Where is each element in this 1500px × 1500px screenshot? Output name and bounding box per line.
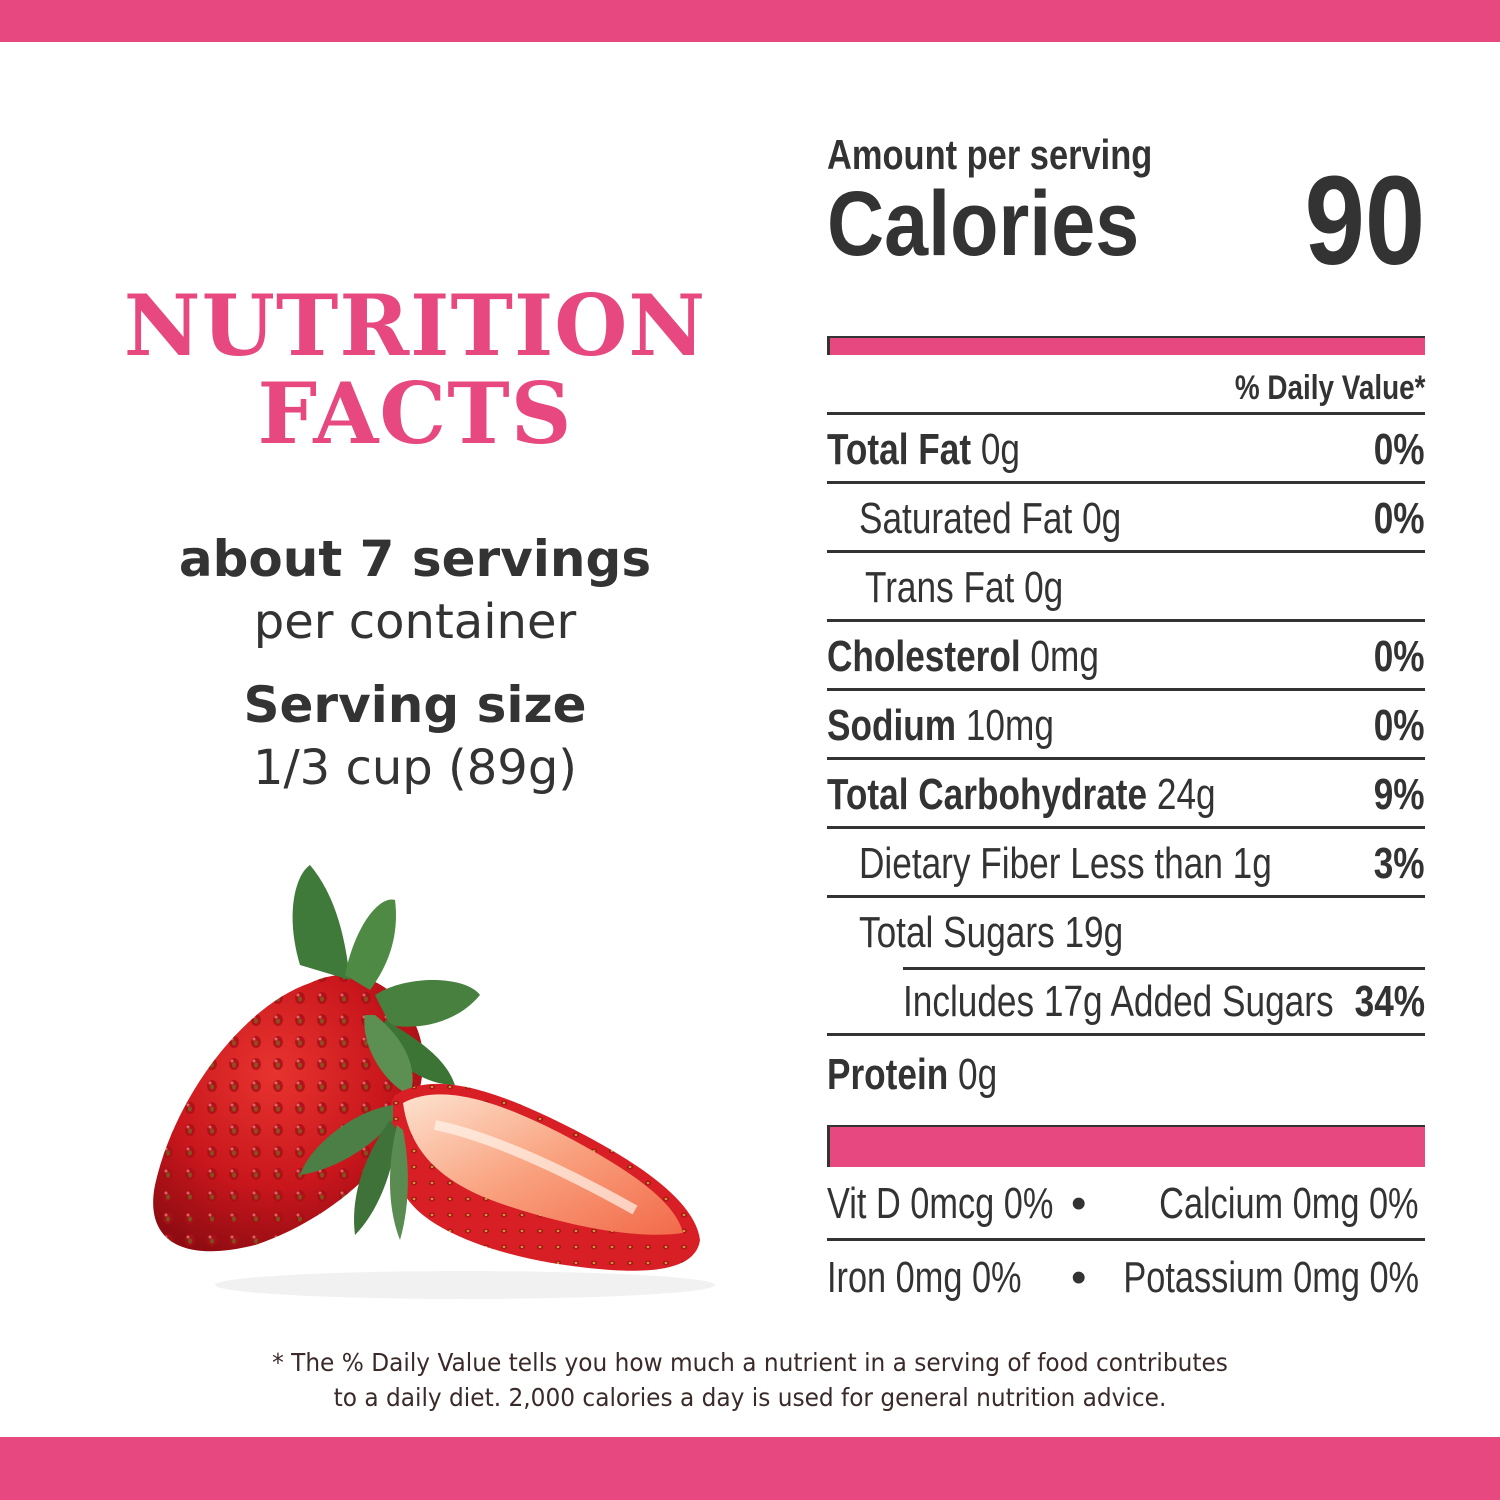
nutrient-row-total-fat: Total Fat 0g 0% — [827, 415, 1425, 484]
nutrient-row-saturated-fat: Saturated Fat 0g 0% — [827, 484, 1425, 553]
nutrient-amount: Less than 1g — [1070, 839, 1272, 888]
nutrient-name: Dietary Fiber — [859, 839, 1061, 888]
nutrient-dv: 0% — [1374, 701, 1425, 750]
added-sugars-divider — [903, 967, 1425, 970]
nutrient-dv: 0% — [1374, 425, 1425, 474]
nutrient-name: Cholesterol — [827, 632, 1021, 681]
nutrient-dv: 3% — [1374, 839, 1425, 888]
nutrient-amount: 10mg — [965, 701, 1054, 750]
nutrient-dv: 0% — [1374, 632, 1425, 681]
strawberries-image — [153, 865, 715, 1299]
daily-value-header-text: % Daily Value* — [1234, 369, 1425, 407]
calories-value: 90 — [1304, 150, 1425, 291]
nutrient-name: Trans Fat — [865, 563, 1015, 612]
title-line-2: FACTS — [257, 364, 573, 463]
nutrition-label: Amount per serving Calories 90 % Daily V… — [827, 130, 1425, 1315]
nutrient-amount: 19g — [1064, 908, 1124, 957]
daily-value-header: % Daily Value* — [827, 355, 1425, 415]
serving-size-label: Serving size — [243, 676, 587, 734]
nutrient-dv: 9% — [1374, 770, 1425, 819]
nutrient-row-total-carbohydrate: Total Carbohydrate 24g 9% — [827, 760, 1425, 829]
servings-info: about 7 servings per container Serving s… — [100, 528, 730, 800]
iron: Iron 0mg 0% — [827, 1253, 1022, 1302]
nutrient-amount: 24g — [1156, 770, 1216, 819]
vitamin-row-1: Vit D 0mcg 0% • Calcium 0mg 0% — [827, 1167, 1425, 1241]
nutrient-name: Protein — [827, 1050, 949, 1099]
title-line-1: NUTRITION — [123, 276, 707, 375]
footnote-line-2: to a daily diet. 2,000 calories a day is… — [333, 1383, 1167, 1412]
bottom-accent-bar — [0, 1437, 1500, 1500]
thick-divider-vitamins — [827, 1125, 1425, 1167]
nutrient-name: Total Carbohydrate — [827, 770, 1148, 819]
bullet-separator: • — [1071, 1179, 1087, 1228]
vitamin-row-2: Iron 0mg 0% • Potassium 0mg 0% — [827, 1241, 1425, 1315]
nutrient-row-added-sugars: Includes 17g Added Sugars 34% — [827, 967, 1425, 1036]
amount-per-serving: Amount per serving — [827, 131, 1153, 178]
servings-per-container: about 7 servings — [178, 530, 652, 588]
nutrient-amount: 0g — [958, 1050, 998, 1099]
top-accent-bar — [0, 0, 1500, 42]
nutrient-dv: 34% — [1354, 977, 1425, 1026]
thick-divider — [827, 336, 1425, 355]
nutrient-row-dietary-fiber: Dietary Fiber Less than 1g 3% — [827, 829, 1425, 898]
nutrient-amount: 0g — [980, 425, 1020, 474]
nutrient-row-trans-fat: Trans Fat 0g — [827, 553, 1425, 622]
nutrient-name: Total Fat — [827, 425, 972, 474]
calcium: Calcium 0mg 0% — [1159, 1179, 1419, 1228]
nutrient-amount: 0g — [1082, 494, 1122, 543]
vitamin-d: Vit D 0mcg 0% — [827, 1179, 1054, 1228]
nutrient-row-protein: Protein 0g — [827, 1036, 1425, 1105]
serving-size-value: 1/3 cup (89g) — [252, 740, 578, 796]
nutrient-name: Includes 17g Added Sugars — [903, 977, 1334, 1026]
nutrient-amount: 0g — [1024, 563, 1064, 612]
daily-value-footnote: * The % Daily Value tells you how much a… — [0, 1345, 1500, 1415]
calories-row: Calories 90 — [827, 158, 1425, 288]
bullet-separator: • — [1071, 1253, 1087, 1302]
nutrient-dv: 0% — [1374, 494, 1425, 543]
nutrient-row-total-sugars: Total Sugars 19g — [827, 898, 1425, 970]
servings-per-container-sub: per container — [253, 594, 577, 650]
calories-label: Calories — [827, 173, 1140, 275]
nutrient-name: Saturated Fat — [859, 494, 1073, 543]
page-title: NUTRITION FACTS — [100, 282, 730, 458]
nutrient-name: Total Sugars — [859, 908, 1055, 957]
nutrient-row-sodium: Sodium 10mg 0% — [827, 691, 1425, 760]
potassium: Potassium 0mg 0% — [1123, 1253, 1419, 1302]
nutrient-row-cholesterol: Cholesterol 0mg 0% — [827, 622, 1425, 691]
nutrient-amount: 0mg — [1030, 632, 1099, 681]
nutrient-name: Sodium — [827, 701, 957, 750]
footnote-line-1: * The % Daily Value tells you how much a… — [272, 1348, 1228, 1377]
